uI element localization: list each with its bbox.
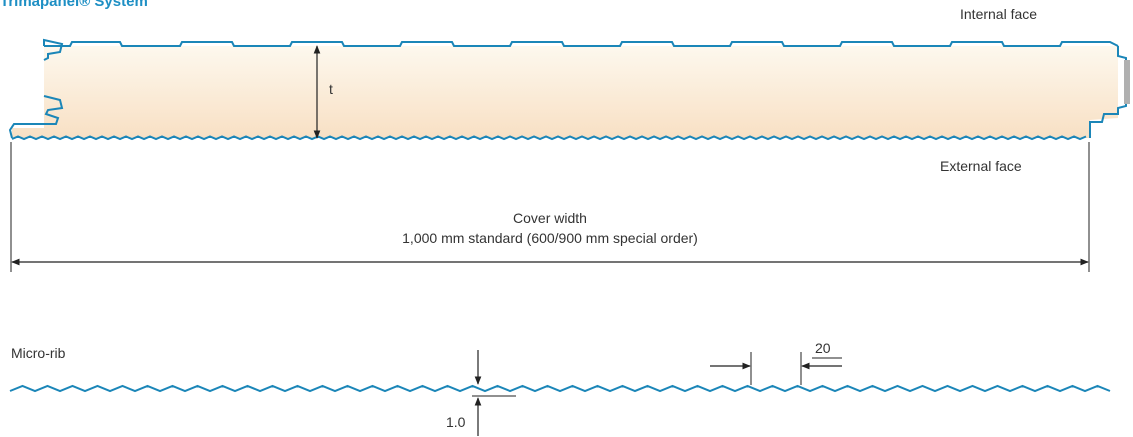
left-joint-top — [43, 38, 64, 61]
right-joint-seal — [1124, 60, 1130, 104]
right-joint — [1089, 46, 1127, 138]
cover-width-detail: 1,000 mm standard (600/900 mm special or… — [402, 230, 698, 246]
panel-core — [12, 46, 1118, 138]
cover-width-title: Cover width — [513, 210, 587, 226]
rib-depth-label: 1.0 — [446, 414, 466, 430]
external-face-label: External face — [940, 158, 1022, 174]
left-joint-bottom — [8, 95, 64, 139]
internal-face-label: Internal face — [960, 6, 1038, 22]
external-face-sheet — [11, 135, 1087, 141]
thickness-label: t — [329, 81, 333, 97]
page-title: Trimapanel® System — [0, 0, 148, 10]
micro-rib-label: Micro-rib — [11, 345, 66, 361]
rib-pitch-label: 20 — [815, 340, 831, 356]
micro-rib-profile — [9, 384, 1111, 393]
internal-face-sheet — [44, 41, 1119, 47]
